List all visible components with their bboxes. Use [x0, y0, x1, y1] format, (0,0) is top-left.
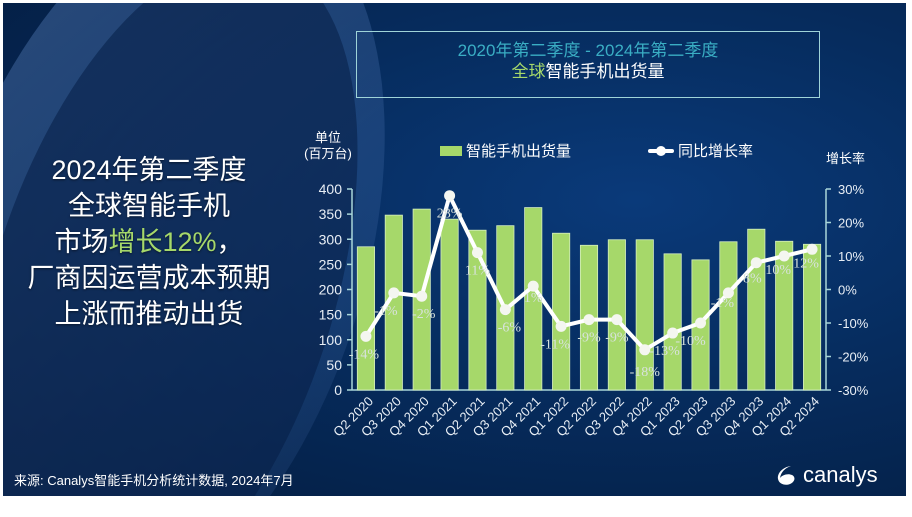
left-axis-tick-label: 350 — [319, 206, 343, 222]
right-axis-tick-label: 10% — [838, 249, 864, 264]
shipment-bar — [384, 214, 403, 391]
left-axis-tick-label: 250 — [319, 256, 343, 272]
right-axis-tick-label: -30% — [838, 383, 869, 398]
left-axis-tick-label: 150 — [319, 307, 343, 323]
growth-point — [444, 190, 456, 202]
growth-data-label: -1% — [711, 296, 735, 311]
growth-data-label: -1% — [374, 304, 398, 319]
left-axis-tick-label: 100 — [319, 332, 343, 348]
left-axis-tick-label: 200 — [319, 282, 343, 298]
growth-data-label: -11% — [540, 337, 570, 352]
growth-data-label: -9% — [605, 331, 629, 346]
left-axis-tick-label: 400 — [319, 181, 343, 197]
growth-point — [695, 317, 707, 329]
legend-item-growth: 同比增长率 — [648, 140, 753, 161]
chart-title-subject: 全球智能手机出货量 — [511, 62, 665, 81]
growth-point — [471, 247, 483, 259]
growth-data-label: -9% — [577, 331, 601, 346]
source-note: 来源: Canalys智能手机分析统计数据, 2024年7月 — [14, 473, 294, 488]
right-axis-tick-label: -10% — [838, 316, 869, 331]
growth-data-label: -2% — [412, 307, 436, 322]
shipment-bar — [747, 228, 766, 391]
growth-point — [583, 314, 595, 326]
shipment-bar — [719, 241, 738, 391]
growth-highlight: 增长12% — [108, 227, 217, 257]
legend-item-shipments: 智能手机出货量 — [440, 140, 571, 161]
left-axis-tick-label: 50 — [326, 357, 342, 373]
shipment-bar — [356, 246, 375, 391]
chart-title-period: 2020年第二季度 - 2024年第二季度 — [457, 41, 719, 60]
growth-data-label: 1% — [524, 291, 543, 306]
left-axis-tick-label: 0 — [334, 382, 342, 398]
growth-data-label: -14% — [349, 347, 380, 362]
growth-point — [722, 287, 734, 299]
growth-point — [778, 250, 790, 262]
growth-point — [555, 320, 567, 332]
legend-bar-swatch — [440, 145, 462, 156]
shipment-bar — [775, 240, 794, 391]
growth-point — [416, 290, 428, 302]
right-axis-tick-label: 20% — [838, 216, 864, 231]
right-axis-tick-label: -20% — [838, 350, 869, 365]
growth-data-label: -10% — [675, 334, 706, 349]
growth-point — [611, 314, 623, 326]
growth-data-label: -6% — [498, 321, 522, 336]
left-axis-tick-label: 300 — [319, 231, 343, 247]
growth-point — [360, 330, 372, 342]
growth-data-label: 28% — [437, 207, 463, 222]
growth-data-label: -13% — [649, 344, 680, 359]
legend-line-marker-icon — [648, 145, 674, 156]
growth-data-label: 11% — [465, 264, 490, 279]
growth-point — [806, 243, 818, 255]
growth-point — [639, 344, 651, 356]
chart-title-box: 2020年第二季度 - 2024年第二季度 全球智能手机出货量 — [356, 31, 820, 98]
headline-text: 2024年第二季度 全球智能手机 市场增长12%， 厂商因运营成本预期 上涨而推… — [27, 155, 271, 329]
growth-point — [750, 257, 762, 269]
shipment-bar — [663, 253, 682, 391]
growth-data-label: 12% — [793, 256, 819, 271]
shipment-bar — [552, 232, 571, 391]
shipment-bar — [468, 229, 487, 391]
growth-data-label: 10% — [765, 263, 791, 278]
canalys-logo-icon — [777, 466, 795, 485]
growth-point — [499, 304, 511, 316]
right-axis-tick-label: 0% — [838, 283, 857, 298]
shipment-bar — [440, 218, 459, 391]
growth-data-label: -18% — [630, 365, 661, 380]
canalys-logo: canalys — [775, 462, 878, 488]
growth-point — [667, 327, 679, 339]
growth-point — [527, 280, 539, 292]
left-axis-unit: 单位 (百万台) — [304, 130, 352, 161]
right-axis-tick-label: 30% — [838, 182, 864, 197]
growth-data-label: 8% — [743, 272, 762, 287]
right-axis-label: 增长率 — [826, 151, 866, 166]
growth-point — [388, 287, 400, 299]
